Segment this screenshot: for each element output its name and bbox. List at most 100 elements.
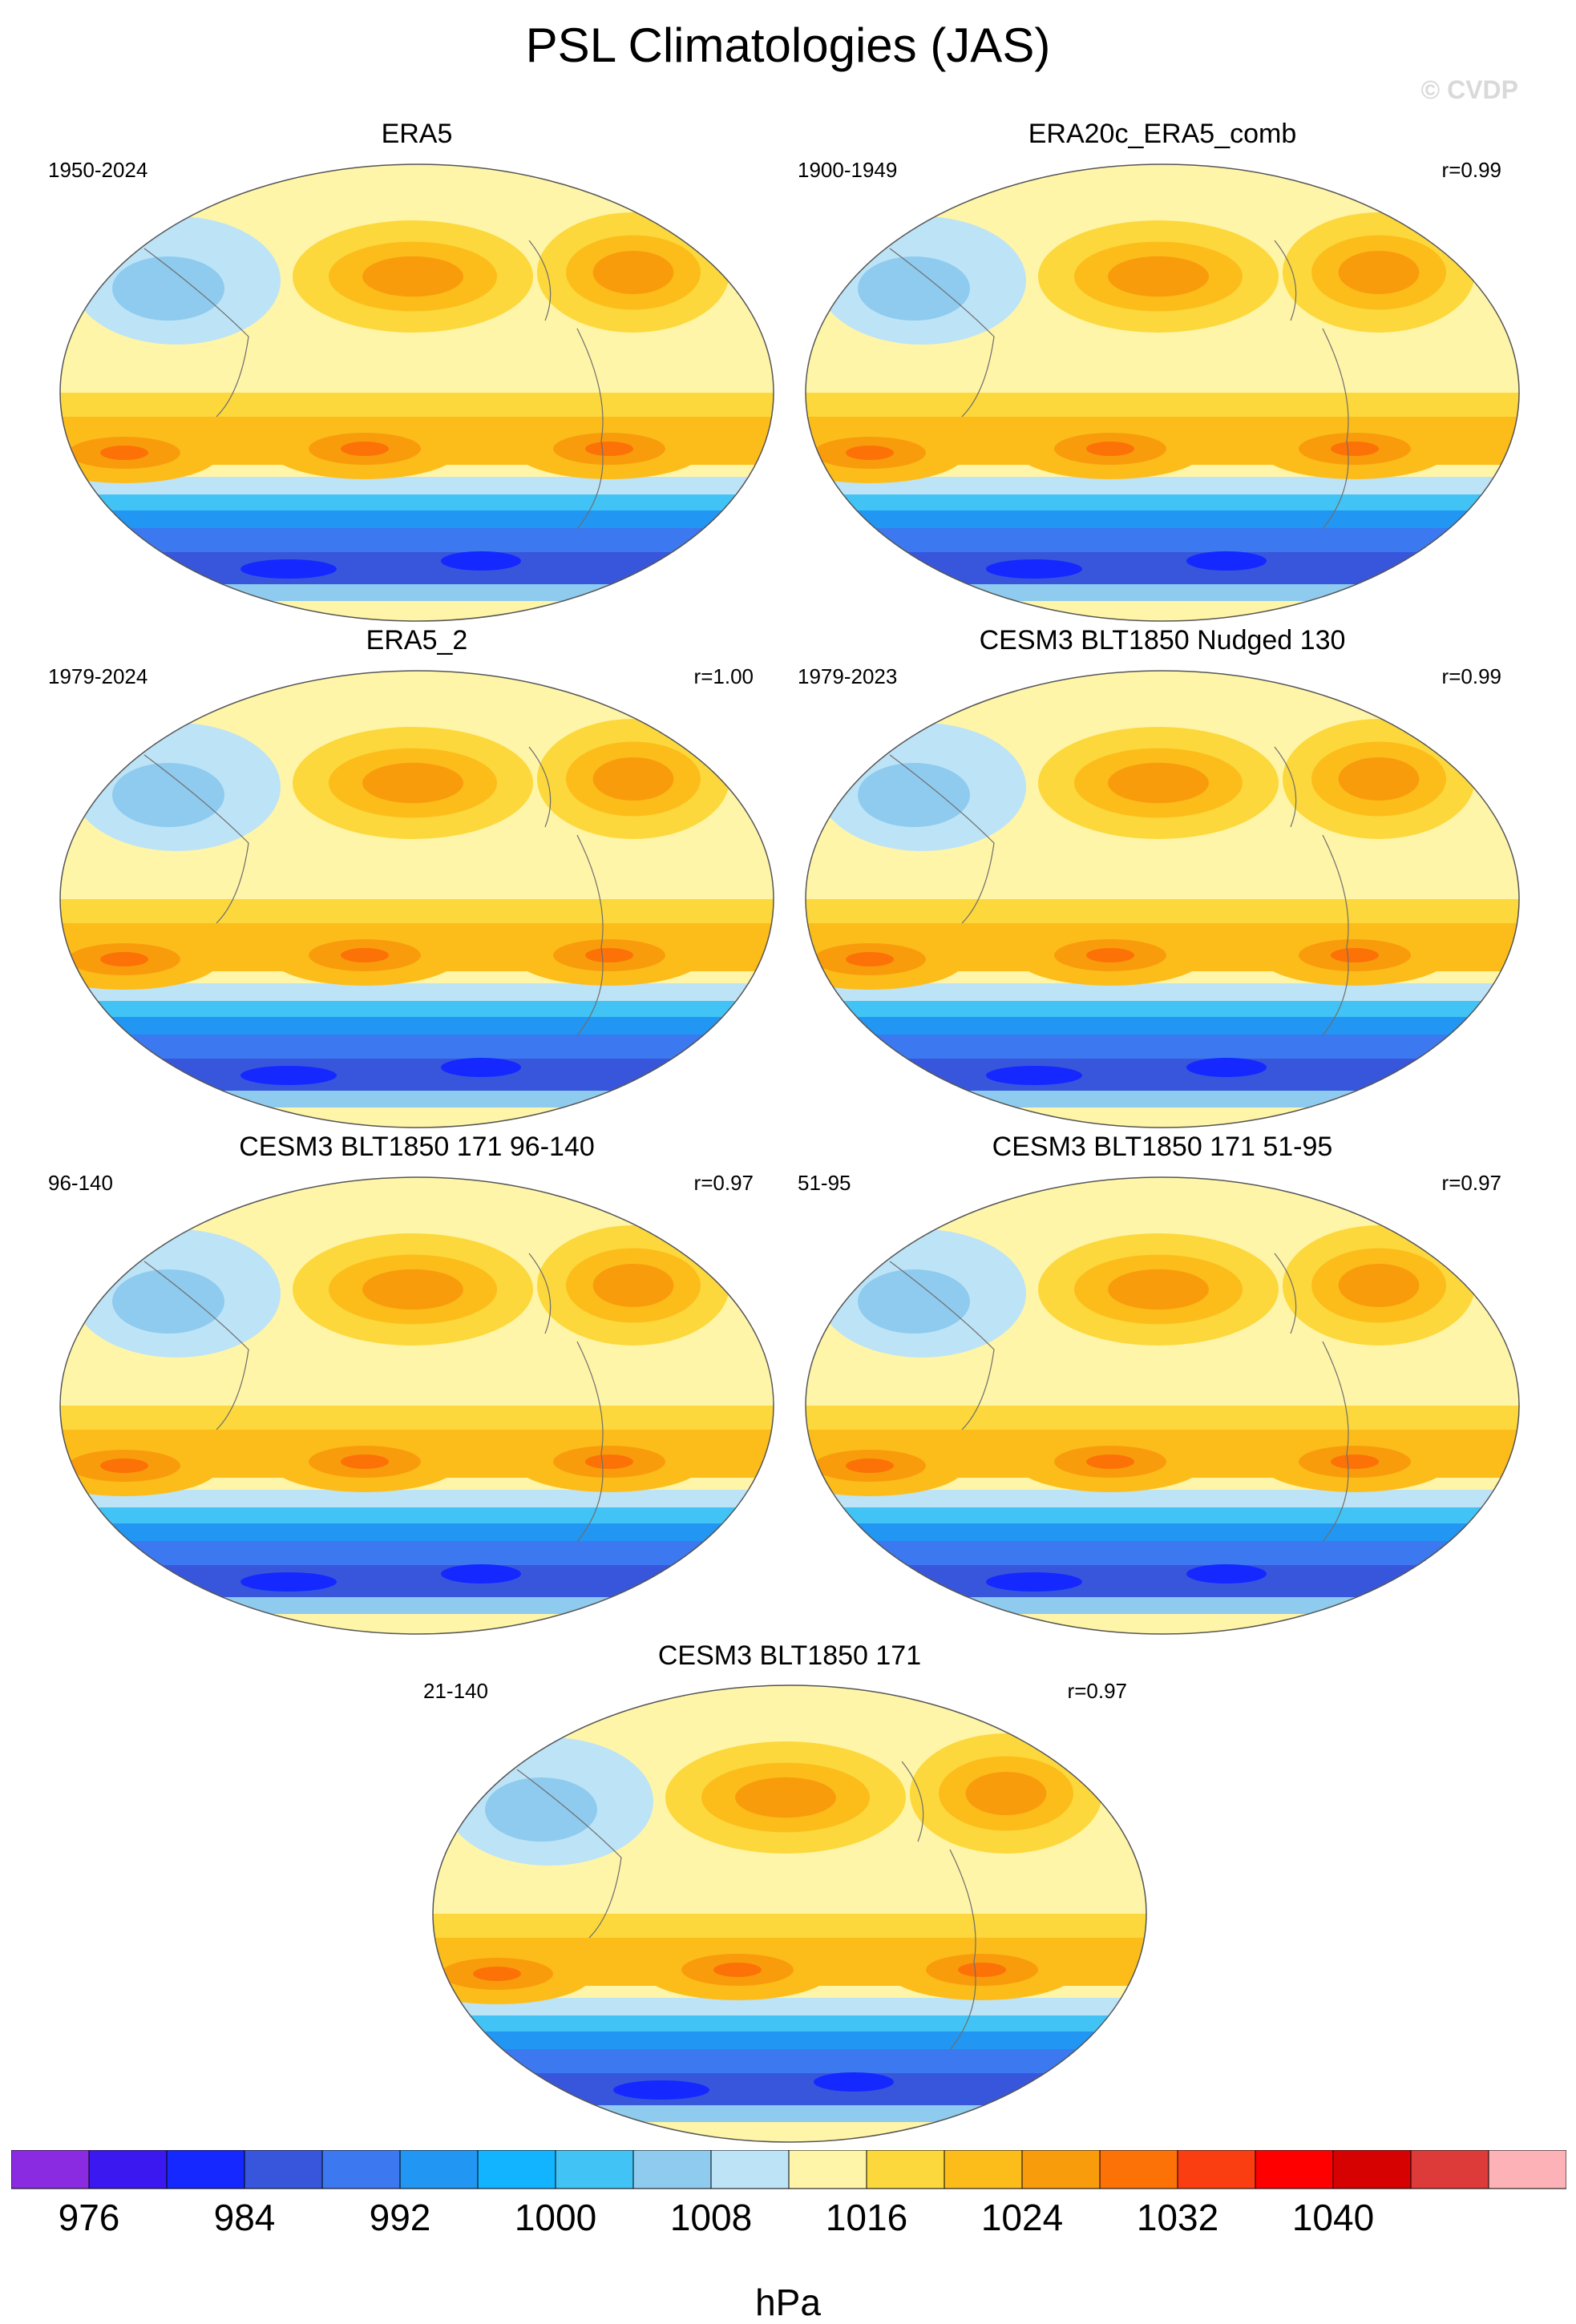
- high-cell: [846, 1459, 894, 1473]
- high-cell: [1086, 948, 1134, 962]
- cvdp-watermark: © CVDP: [1420, 75, 1518, 104]
- psl-band: [433, 2122, 1146, 2142]
- high-cell: [592, 1264, 674, 1307]
- psl-band: [806, 528, 1519, 552]
- coastline: [1322, 1341, 1349, 1543]
- colorbar-swatch: [710, 2150, 790, 2189]
- panel-title: CESM3 BLT1850 171 51-95: [992, 1132, 1333, 1162]
- high-cell: [100, 446, 148, 460]
- psl-band: [433, 1998, 1146, 2015]
- psl-map-panel: [805, 1176, 1520, 1635]
- psl-band: [433, 1685, 1146, 1737]
- map-outline: [59, 670, 774, 1128]
- psl-band: [806, 1523, 1519, 1541]
- psl-band: [806, 1565, 1519, 1597]
- high-cell: [1331, 948, 1379, 962]
- panel-period: 1979-2023: [798, 664, 898, 688]
- panel-correlation: r=0.99: [1441, 158, 1501, 182]
- high-cell: [1108, 762, 1209, 804]
- high-cell: [713, 1963, 762, 1977]
- panel-period: 21-140: [423, 1679, 488, 1703]
- psl-band: [806, 1059, 1519, 1091]
- psl-band: [806, 1035, 1519, 1059]
- psl-map-panel: [59, 1176, 774, 1635]
- panel-period: 1900-1949: [798, 158, 898, 182]
- high-cell: [1338, 251, 1420, 294]
- high-cell: [585, 1455, 633, 1469]
- panel-title: ERA5_2: [366, 625, 468, 656]
- panel-title: ERA20c_ERA5_comb: [1028, 119, 1297, 149]
- panel-title: ERA5: [381, 119, 453, 149]
- colorbar-swatch: [1099, 2150, 1178, 2189]
- high-cell: [473, 1967, 521, 1981]
- colorbar-swatch: [88, 2150, 168, 2189]
- colorbar-tick-label: 1000: [515, 2197, 596, 2238]
- panel-period: 1950-2024: [48, 158, 148, 182]
- colorbar-tick-label: 1016: [826, 2197, 907, 2238]
- panel-correlation: r=0.97: [693, 1171, 754, 1195]
- high-cell: [362, 256, 463, 297]
- colorbar-swatch: [244, 2150, 323, 2189]
- psl-band: [433, 2049, 1146, 2073]
- psl-map-panel: [432, 1684, 1147, 2143]
- coastline: [576, 328, 604, 530]
- psl-band: [60, 1177, 774, 1229]
- psl-band: [60, 1059, 774, 1091]
- low-cell: [485, 1777, 597, 1842]
- psl-band: [806, 164, 1519, 216]
- low-cell: [112, 256, 224, 321]
- coastline: [889, 1261, 995, 1430]
- psl-band: [806, 477, 1519, 494]
- psl-band: [433, 2015, 1146, 2031]
- low-cell: [613, 2080, 709, 2100]
- coastline: [576, 834, 604, 1036]
- psl-band: [60, 1490, 774, 1507]
- high-cell: [362, 762, 463, 804]
- colorbar-tick-label: 1032: [1137, 2197, 1218, 2238]
- coastline: [889, 754, 995, 924]
- high-cell: [100, 952, 148, 966]
- psl-band: [60, 510, 774, 528]
- panel-correlation: r=0.97: [1441, 1171, 1501, 1195]
- map-outline: [805, 163, 1520, 622]
- high-cell: [100, 1459, 148, 1473]
- psl-map-panel: [805, 670, 1520, 1128]
- high-cell: [1108, 256, 1209, 297]
- low-cell: [858, 1269, 970, 1333]
- colorbar-swatch: [944, 2150, 1023, 2189]
- coastline: [528, 1253, 552, 1334]
- high-cell: [1338, 1264, 1420, 1307]
- colorbar-tick-label: 976: [59, 2197, 120, 2238]
- coastline: [516, 1769, 622, 1939]
- low-cell: [1186, 1058, 1267, 1077]
- psl-band: [60, 494, 774, 510]
- map-outline: [59, 163, 774, 622]
- psl-band: [806, 983, 1519, 1001]
- panel-period: 96-140: [48, 1171, 113, 1195]
- psl-band: [60, 1523, 774, 1541]
- psl-map-panel: [59, 670, 774, 1128]
- psl-band: [433, 2073, 1146, 2105]
- high-cell: [846, 446, 894, 460]
- psl-band: [433, 2031, 1146, 2049]
- psl-band: [806, 1017, 1519, 1035]
- psl-band: [60, 1017, 774, 1035]
- psl-band: [806, 494, 1519, 510]
- psl-band: [60, 528, 774, 552]
- high-cell: [341, 442, 389, 456]
- high-cell: [362, 1269, 463, 1310]
- high-cell: [341, 1455, 389, 1469]
- high-cell: [585, 948, 633, 962]
- colorbar-swatch: [1332, 2150, 1412, 2189]
- psl-band: [60, 477, 774, 494]
- coastline: [1274, 746, 1297, 828]
- colorbar-swatch: [166, 2150, 245, 2189]
- map-outline: [805, 670, 1520, 1128]
- low-cell: [986, 1066, 1082, 1085]
- coastline: [528, 240, 552, 321]
- low-cell: [441, 1564, 521, 1584]
- high-cell: [592, 757, 674, 801]
- psl-band: [60, 1507, 774, 1523]
- psl-band: [806, 552, 1519, 584]
- colorbar-swatch: [11, 2150, 90, 2189]
